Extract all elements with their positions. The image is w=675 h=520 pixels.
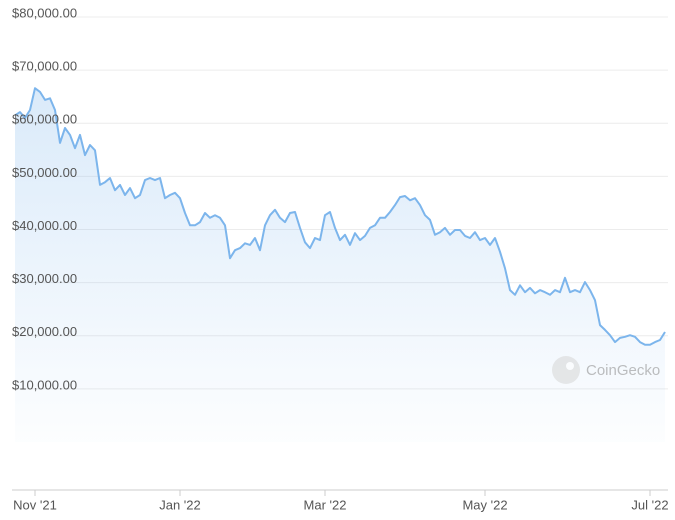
x-tick-label: Jan '22 bbox=[159, 497, 201, 512]
watermark-logo-eye bbox=[566, 362, 574, 370]
price-line bbox=[14, 87, 666, 346]
axes: $10,000.00 $20,000.00 $30,000.00 $40,000.00… bbox=[12, 5, 669, 512]
x-tick-label: Nov '21 bbox=[13, 497, 57, 512]
y-tick-label: $60,000.00 bbox=[12, 112, 77, 127]
x-tick-label: Jul '22 bbox=[631, 497, 668, 512]
y-tick-label: $10,000.00 bbox=[12, 377, 77, 392]
y-tick-label: $20,000.00 bbox=[12, 324, 77, 339]
y-tick-label: $50,000.00 bbox=[12, 165, 77, 180]
y-tick-label: $80,000.00 bbox=[12, 5, 77, 20]
plot bbox=[14, 87, 666, 442]
watermark-text: CoinGecko bbox=[586, 362, 660, 379]
x-tick-label: May '22 bbox=[462, 497, 507, 512]
y-tick-label: $40,000.00 bbox=[12, 218, 77, 233]
y-tick-label: $30,000.00 bbox=[12, 271, 77, 286]
watermark-logo bbox=[552, 356, 580, 384]
x-tick-label: Mar '22 bbox=[304, 497, 347, 512]
watermark: CoinGecko bbox=[552, 356, 660, 384]
area bbox=[15, 88, 665, 442]
y-tick-label: $70,000.00 bbox=[12, 59, 77, 74]
